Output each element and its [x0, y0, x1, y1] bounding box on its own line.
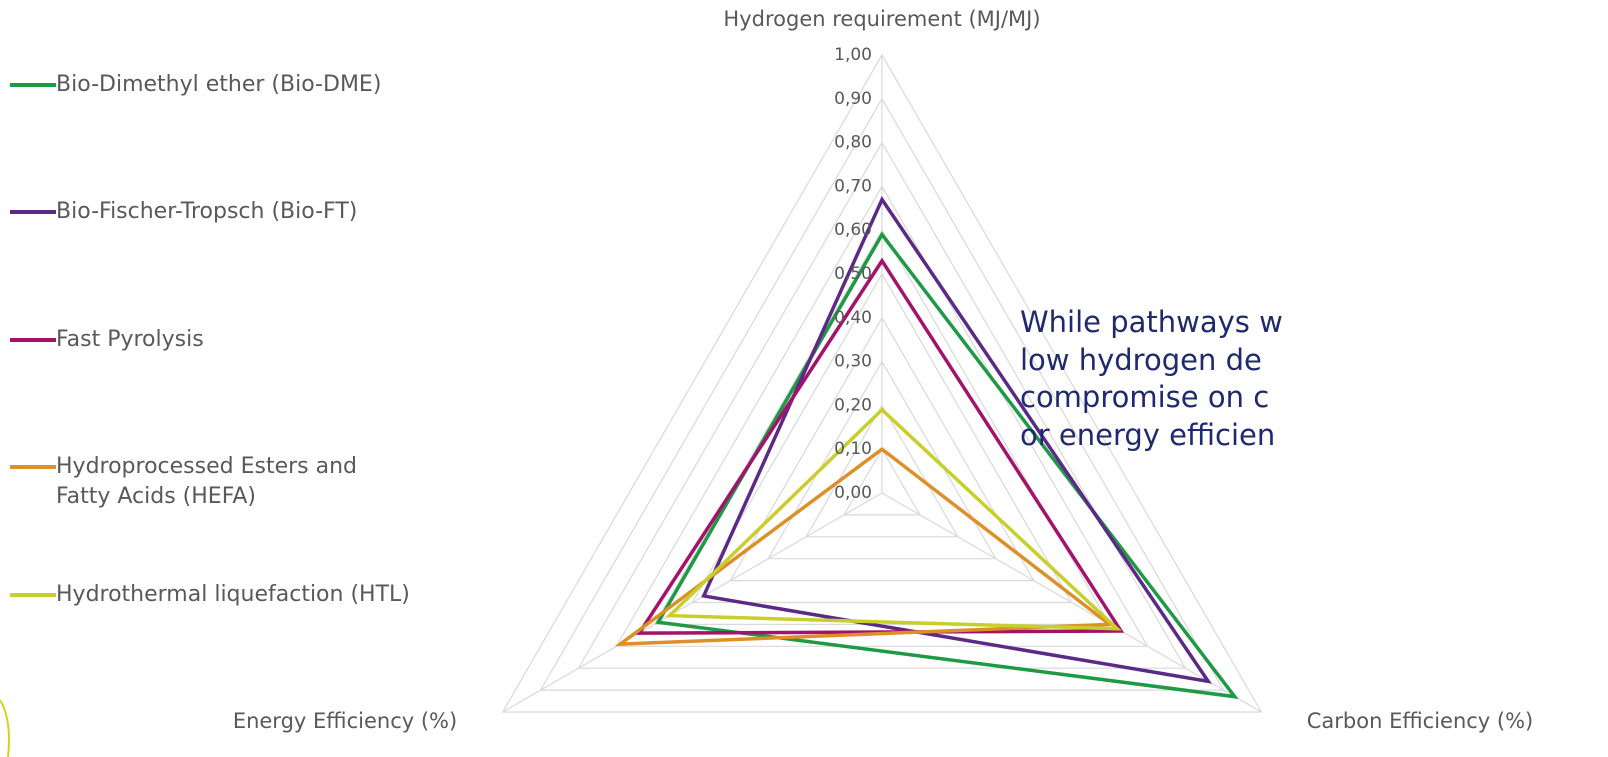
grid-ring	[767, 360, 997, 560]
legend-label: Bio-Dimethyl ether (Bio-DME)	[56, 72, 382, 97]
legend-swatch	[10, 593, 56, 597]
legend-swatch	[10, 338, 56, 342]
legend-label: Bio-Fischer-Tropsch (Bio-FT)	[56, 199, 358, 224]
legend-label: Hydroprocessed Esters and Fatty Acids (H…	[56, 454, 357, 509]
grid-ring	[729, 316, 1035, 582]
annotation-line: or energy efficien	[1020, 417, 1276, 452]
spoke	[881, 492, 1262, 713]
spoke	[502, 492, 883, 713]
tick-label: 0,20	[834, 395, 872, 415]
annotation-line: compromise on c	[1020, 380, 1270, 414]
tick-label: 0,10	[834, 439, 872, 459]
axis-label: Energy Efficiency (%)	[233, 709, 457, 733]
tick-label: 1,00	[834, 45, 872, 65]
grid-ring	[843, 448, 921, 516]
annotation-line: While pathways w	[1020, 305, 1283, 339]
grid-ring	[577, 141, 1187, 669]
grid-ring	[805, 404, 959, 538]
tick-label: 0,80	[834, 133, 872, 153]
legend-swatch	[10, 465, 56, 469]
legend-item: Bio-Fischer-Tropsch (Bio-FT)	[10, 197, 430, 227]
series-line	[665, 407, 1122, 631]
legend-item: Bio-Dimethyl ether (Bio-DME)	[10, 70, 430, 100]
legend-swatch	[10, 83, 56, 87]
annotation-line: low hydrogen de	[1020, 342, 1262, 377]
grid-ring	[539, 97, 1225, 691]
legend-item: Hydrothermal liquefaction (HTL)	[10, 580, 430, 610]
tick-label: 0,70	[834, 176, 872, 196]
tick-label: 0,90	[834, 89, 872, 109]
series-line	[655, 231, 1239, 699]
series-line	[614, 447, 1115, 647]
legend-label: Fast Pyrolysis	[56, 327, 204, 352]
axis-label: Hydrogen requirement (MJ/MJ)	[723, 7, 1040, 31]
grid-ring	[615, 185, 1149, 647]
tick-label: 0,30	[834, 352, 872, 372]
legend-label: Hydrothermal liquefaction (HTL)	[56, 582, 410, 607]
tick-label: 0,60	[834, 220, 872, 240]
grid-ring	[501, 53, 1263, 713]
tick-label: 0,00	[834, 483, 872, 503]
legend-item: Hydroprocessed Esters and Fatty Acids (H…	[10, 452, 430, 512]
tick-label: 0,50	[834, 264, 872, 284]
tick-label: 0,40	[834, 308, 872, 328]
axis-label: Carbon Efficiency (%)	[1307, 709, 1534, 733]
legend-item: Fast Pyrolysis	[10, 325, 430, 355]
grid-ring	[691, 272, 1073, 604]
decor-arc	[0, 699, 10, 757]
legend-swatch	[10, 210, 56, 214]
